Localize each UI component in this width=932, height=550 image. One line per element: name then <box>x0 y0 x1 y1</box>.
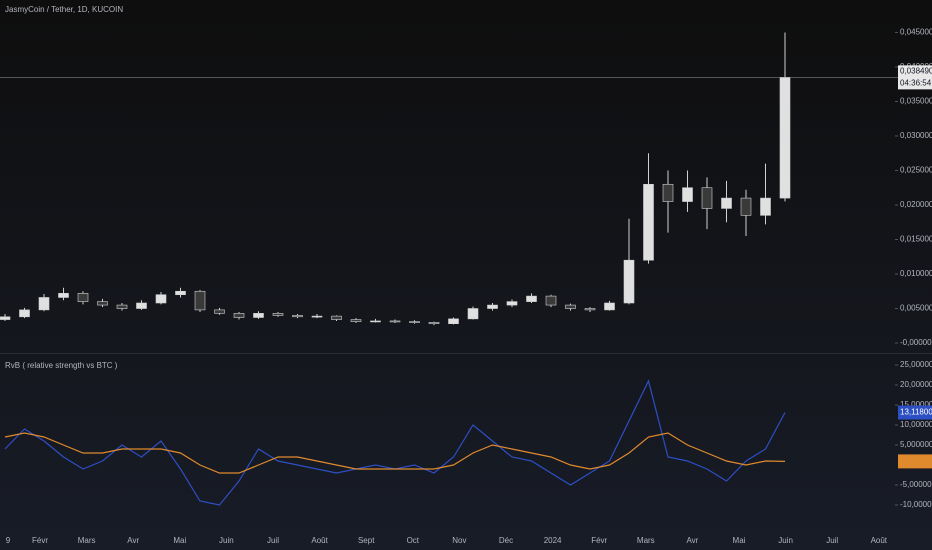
y-tick-label: 25,000000 <box>900 360 932 369</box>
candle-body <box>272 313 284 316</box>
candle-body <box>58 293 69 298</box>
last-value-label: 13,118000 <box>900 408 932 417</box>
y-tick-label: 0,015000 <box>900 235 932 244</box>
candle-body <box>97 301 108 306</box>
candle-body <box>311 315 323 318</box>
x-tick-label: Mars <box>637 536 655 545</box>
x-tick-label: Févr <box>32 536 48 545</box>
x-tick-label: Févr <box>591 536 607 545</box>
candle-body <box>701 187 713 209</box>
y-tick-label: 20,000000 <box>900 380 932 389</box>
candle-body <box>136 302 147 309</box>
y-tick-label: 0,035000 <box>900 97 932 106</box>
candle-body <box>584 308 596 311</box>
x-tick-label: Mai <box>173 536 186 545</box>
x-tick-label: Mars <box>78 536 96 545</box>
candle-body <box>214 309 225 314</box>
x-tick-label: Nov <box>452 536 466 545</box>
x-tick-label: Avr <box>686 536 698 545</box>
candle-body <box>370 320 381 323</box>
y-tick-label: -10,000000 <box>900 500 932 509</box>
x-tick-label: 9 <box>6 536 11 545</box>
candle-body <box>643 183 654 261</box>
last-value-box <box>898 405 932 420</box>
last-value-box <box>898 454 932 469</box>
y-tick-label: 0,010000 <box>900 269 932 278</box>
indicator-title: RvB ( relative strength vs BTC ) <box>5 361 118 370</box>
candle-body <box>253 313 264 318</box>
candle-body <box>155 294 167 304</box>
candle-body <box>175 290 186 296</box>
y-tick-label: -5,000000 <box>900 480 932 489</box>
candle-body <box>565 304 576 309</box>
candle-body <box>721 197 732 209</box>
y-tick-label: 0,020000 <box>900 200 932 209</box>
x-tick-label: Sept <box>358 536 375 545</box>
indicator-line <box>4 432 786 474</box>
candle-body <box>467 308 479 320</box>
candle-body <box>604 302 615 311</box>
x-tick-label: Août <box>871 536 888 545</box>
candle-body <box>0 316 11 320</box>
price-label-box <box>898 65 932 90</box>
candle-body <box>350 319 362 322</box>
x-tick-label: Avr <box>127 536 139 545</box>
y-tick-label: 0,025000 <box>900 166 932 175</box>
candle-body <box>740 197 752 216</box>
y-tick-label: 0,045000 <box>900 28 932 37</box>
candle-body <box>116 304 128 309</box>
x-tick-label: Juin <box>778 536 793 545</box>
candle-body <box>233 313 245 318</box>
x-tick-label: 2024 <box>544 536 562 545</box>
candle-body <box>77 293 89 302</box>
candle-body <box>662 183 674 202</box>
x-tick-label: Juil <box>826 536 838 545</box>
candle-body <box>292 315 303 318</box>
y-tick-label: -0,000000 <box>900 338 932 347</box>
candle-body <box>545 295 557 306</box>
x-tick-label: Déc <box>499 536 513 545</box>
candle-body <box>19 309 30 318</box>
chart-title: JasmyCoin / Tether, 1D, KUCOIN <box>5 5 123 14</box>
candle-body <box>506 301 518 306</box>
candle-body <box>331 315 342 320</box>
y-tick-label: 0,005000 <box>900 304 932 313</box>
candle-body <box>623 259 635 304</box>
candle-body <box>38 297 50 311</box>
y-tick-label: 0,030000 <box>900 131 932 140</box>
y-tick-label: 10,000000 <box>900 420 932 429</box>
x-tick-label: Juin <box>219 536 234 545</box>
x-tick-label: Août <box>311 536 328 545</box>
price-label: 0,038490 <box>900 66 932 75</box>
candle-body <box>389 320 401 323</box>
candle-body <box>487 304 498 309</box>
x-tick-label: Mai <box>733 536 746 545</box>
candle-body <box>409 321 420 323</box>
candle-body <box>779 77 791 199</box>
candle-body <box>526 295 537 302</box>
candle-body <box>428 322 440 325</box>
candle-body <box>760 197 771 216</box>
y-tick-label: 5,000000 <box>900 440 932 449</box>
candle-body <box>682 187 693 202</box>
countdown-label: 04:36:54 <box>900 78 932 87</box>
candle-body <box>448 318 459 325</box>
x-tick-label: Juil <box>267 536 279 545</box>
candle-body <box>194 290 206 311</box>
x-tick-label: Oct <box>407 536 420 545</box>
y-tick-label: 15,000000 <box>900 400 932 409</box>
